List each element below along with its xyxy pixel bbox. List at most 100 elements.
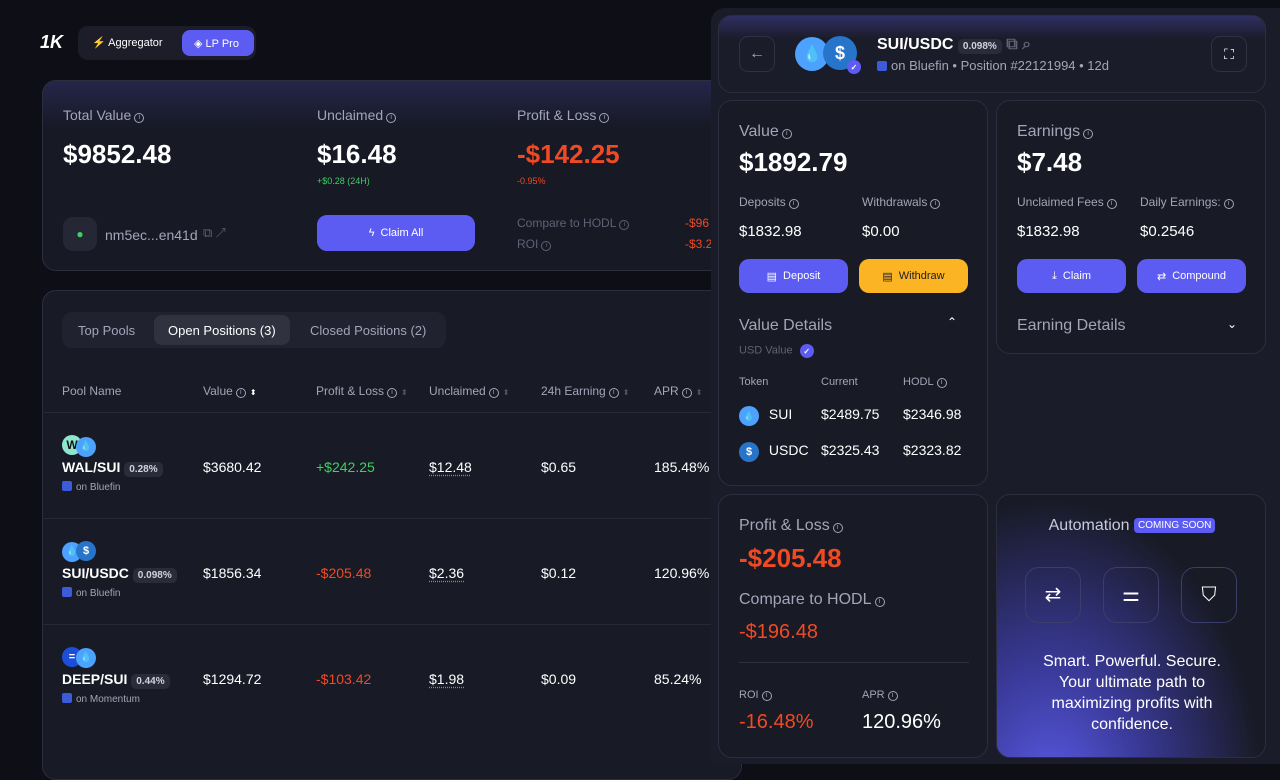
col-unclaimed[interactable]: Unclaimed i ⬍ xyxy=(429,384,510,398)
sort-icon[interactable]: ⬍ xyxy=(502,388,510,397)
claim-button[interactable]: ⤓ Claim xyxy=(1017,259,1126,293)
chevron-down-icon[interactable]: ⌄ xyxy=(1227,317,1238,331)
shield-icon: ⛉ xyxy=(1181,567,1237,623)
compare-hodl-label: Compare to HODL i xyxy=(739,591,885,609)
value-cell: $1856.34 xyxy=(203,565,262,581)
automation-title: Automation COMING SOON xyxy=(997,517,1267,535)
token-row: 💧 SUI $2489.75 $2346.98 xyxy=(739,396,979,432)
pair-icons: 💧 $ ✓ xyxy=(795,36,861,74)
col-pnl[interactable]: Profit & Loss i ⬍ xyxy=(316,384,408,398)
table-row[interactable]: 💧 $ SUI/USDC 0.098% on Bluefin $1856.34 -… xyxy=(42,518,720,624)
table-row[interactable]: = 💧 DEEP/SUI 0.44% on Momentum $1294.72 -… xyxy=(42,624,720,730)
apr-cell: 185.48% xyxy=(654,459,710,475)
pair-icons: W 💧 xyxy=(62,435,96,457)
withdraw-button[interactable]: ▤ Withdraw xyxy=(859,259,968,293)
compare-hodl-label: Compare to HODL i xyxy=(517,216,630,230)
value-card: Value i $1892.79 Deposits i $1832.98 Withd… xyxy=(718,100,988,486)
roi-value: -$3.2 xyxy=(685,237,713,251)
unclaimed-cell[interactable]: $12.48 xyxy=(429,459,472,475)
tab-closed-positions[interactable]: Closed Positions (2) xyxy=(310,323,427,338)
sort-icon[interactable]: ⬍ xyxy=(622,388,630,397)
pnl-cell: -$103.42 xyxy=(316,671,372,687)
sui-token-icon: 💧 xyxy=(739,406,759,426)
sort-icon[interactable]: ⬍ xyxy=(401,388,408,397)
external-link-icon[interactable]: ↗ xyxy=(215,225,227,240)
usdc-token-icon: $ xyxy=(76,541,96,561)
back-button[interactable]: ← xyxy=(739,36,775,72)
deposits-label: Deposits i xyxy=(739,195,799,209)
fee-badge: 0.098% xyxy=(132,568,177,583)
detail-subtitle: on Bluefin • Position #22121994 • 12d xyxy=(877,58,1109,73)
col-value[interactable]: Value i ⬍ xyxy=(203,384,257,398)
table-row[interactable]: W 💧 WAL/SUI 0.28% on Bluefin $3680.42 +$2… xyxy=(42,412,720,518)
search-icon[interactable]: ⌕ xyxy=(1022,36,1032,53)
repeat-icon: ⇄ xyxy=(1156,270,1167,283)
verified-icon: ✓ xyxy=(847,60,861,74)
download-icon: ⤓ xyxy=(1052,269,1057,282)
value-label: Value i xyxy=(739,123,792,141)
automation-card: Automation COMING SOON ⇄ ⚌ ⛉ Smart. Powe… xyxy=(996,494,1266,758)
withdrawals-value: $0.00 xyxy=(862,223,900,240)
expand-button[interactable]: ⛶ xyxy=(1211,36,1247,72)
automation-tagline: Smart. Powerful. Secure. Your ultimate p… xyxy=(1043,653,1221,733)
token-table: Token Current HODL i 💧 SUI $2489.75 $2346.98 … xyxy=(739,376,979,468)
apr-value: 120.96% xyxy=(862,711,941,733)
dex-label: on Bluefin xyxy=(62,481,120,493)
col-24h-earning[interactable]: 24h Earning i ⬍ xyxy=(541,384,630,398)
wallet-plus-icon: ▤ xyxy=(766,270,778,283)
deposits-value: $1832.98 xyxy=(739,223,802,240)
summary-card: Total Value i $9852.48 Unclaimed i $16.48 … xyxy=(42,80,742,271)
roi-value: -16.48% xyxy=(739,711,814,733)
positions-tabs: Top Pools Open Positions (3) Closed Posi… xyxy=(62,312,446,348)
unclaimed-fees-value: $1832.98 xyxy=(1017,223,1080,240)
detail-pair: SUI/USDC 0.098% ⧉ ⌕ xyxy=(877,36,1032,54)
compare-hodl-value: -$96 xyxy=(685,216,710,230)
nav-switch: ⚡ Aggregator ◈ LP Pro xyxy=(78,26,256,60)
copy-icon[interactable]: ⧉ xyxy=(1006,36,1018,53)
usd-value-toggle[interactable]: USD Value ✓ xyxy=(739,344,814,358)
bluefin-icon xyxy=(877,61,887,71)
bolt-icon: ⚡ xyxy=(92,37,106,49)
info-icon[interactable]: i xyxy=(599,113,610,123)
chevron-up-icon[interactable]: ⌃ xyxy=(947,315,958,329)
claim-all-button[interactable]: ϟ Claim All xyxy=(317,215,475,251)
col-current: Current xyxy=(821,376,858,388)
token-row: $ USDC $2325.43 $2323.82 xyxy=(739,432,979,468)
compound-button[interactable]: ⇄ Compound xyxy=(1137,259,1246,293)
logo[interactable]: 1K xyxy=(40,32,64,52)
sort-icon[interactable]: ⬍ xyxy=(695,388,703,397)
wallet-address: nm5ec...en41d xyxy=(105,227,198,243)
info-icon[interactable]: i xyxy=(134,113,145,123)
apr-cell: 120.96% xyxy=(654,565,710,581)
unclaimed-cell[interactable]: $2.36 xyxy=(429,565,465,581)
nav-aggregator[interactable]: ⚡ Aggregator xyxy=(92,36,163,49)
earning-details-title[interactable]: Earning Details xyxy=(1017,317,1126,334)
sort-icon[interactable]: ⬍ xyxy=(249,388,257,397)
pair-name: WAL/SUI 0.28% xyxy=(62,459,163,477)
pnl-cell: +$242.25 xyxy=(316,459,375,475)
apr-label: APR i xyxy=(862,689,898,701)
wallet-minus-icon: ▤ xyxy=(882,270,893,283)
fee-badge: 0.098% xyxy=(957,39,1002,54)
momentum-icon xyxy=(62,693,72,703)
tab-open-positions[interactable]: Open Positions (3) xyxy=(154,315,290,345)
value-cell: $3680.42 xyxy=(203,459,262,475)
button-label: Claim All xyxy=(380,227,424,239)
info-icon[interactable]: i xyxy=(386,113,397,123)
pnl-card: Profit & Loss i -$205.48 Compare to HODL i… xyxy=(718,494,988,758)
pair-icons: 💧 $ xyxy=(62,541,96,562)
unclaimed-fees-label: Unclaimed Fees i xyxy=(1017,195,1117,209)
nav-label: LP Pro xyxy=(205,38,239,50)
copy-icon[interactable]: ⧉ xyxy=(203,225,213,240)
tab-top-pools[interactable]: Top Pools xyxy=(78,323,136,338)
unclaimed-value: $16.48 xyxy=(317,139,397,169)
col-apr[interactable]: APR i ⬍ xyxy=(654,384,703,398)
fee-badge: 0.44% xyxy=(131,674,170,689)
dex-label: on Momentum xyxy=(62,693,140,705)
unclaimed-cell[interactable]: $1.98 xyxy=(429,671,465,687)
nav-lp-pro[interactable]: ◈ LP Pro xyxy=(182,30,254,56)
apr-cell: 85.24% xyxy=(654,671,702,687)
sui-token-icon: 💧 xyxy=(76,647,96,668)
deposit-button[interactable]: ▤ Deposit xyxy=(739,259,848,293)
diamond-icon: ◈ xyxy=(194,38,203,50)
